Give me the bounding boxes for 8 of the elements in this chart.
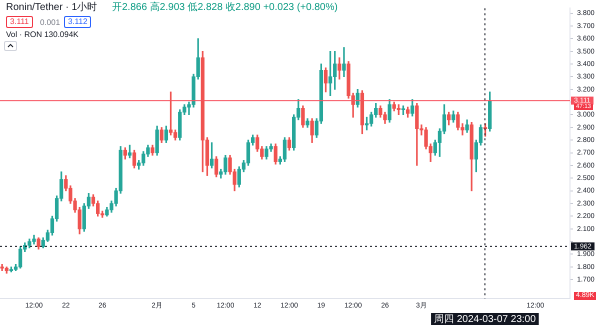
candlestick xyxy=(342,47,346,78)
chart-title: Ronin/Tether · 1小时 xyxy=(6,2,98,14)
annotation: 开2.866 高2.903 低2.828 收2.890 +0.023 (+0.80%) xyxy=(112,2,338,14)
ref-line-label: 周四 2024-03-07 23:00 xyxy=(434,314,536,325)
annotation: Vol · RON 130.094K xyxy=(6,29,78,41)
annotation: 0.001 xyxy=(40,17,60,29)
annotation: 3.111 xyxy=(6,16,33,28)
annotation: 3.112 xyxy=(64,16,92,28)
